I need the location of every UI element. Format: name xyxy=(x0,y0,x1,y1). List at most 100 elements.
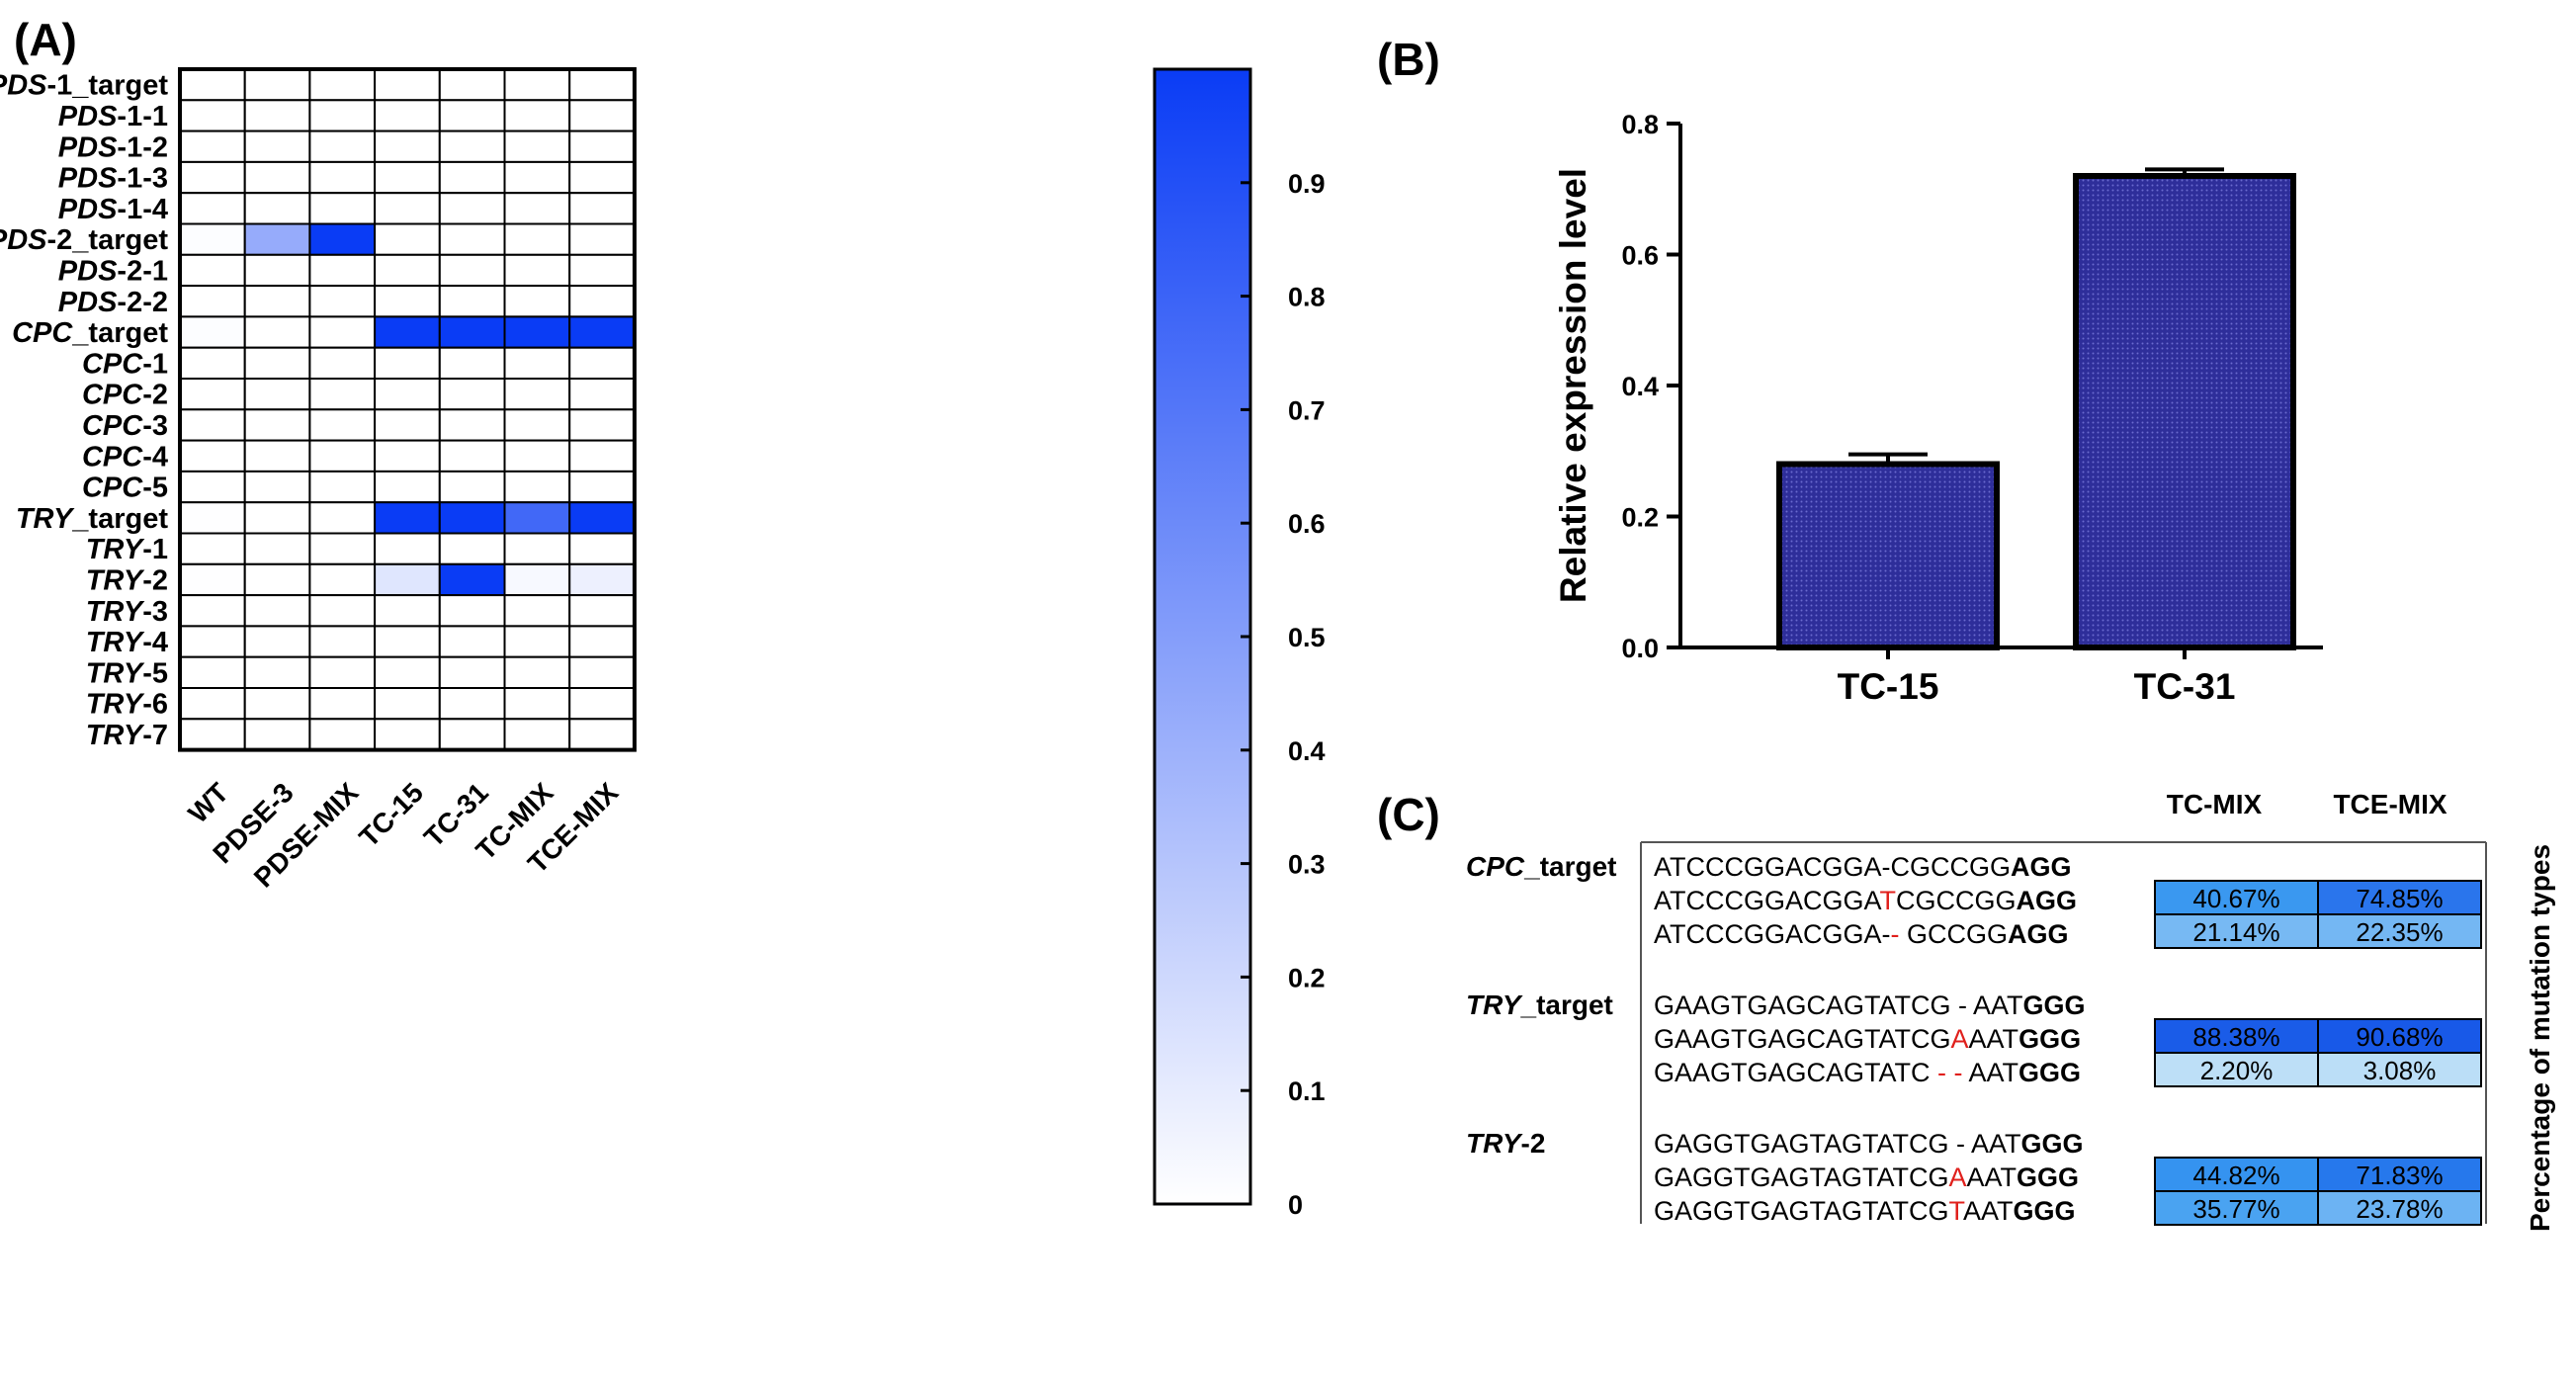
heatmap-cell xyxy=(438,192,506,225)
heatmap-row-label: TRY_target xyxy=(16,503,169,535)
row-suffix: -2-2 xyxy=(117,287,168,318)
gene-name: TRY xyxy=(86,627,145,658)
heatmap-cell xyxy=(308,378,377,411)
heatmap-cell xyxy=(243,346,311,381)
heatmap-cell xyxy=(179,378,246,411)
heatmap-cell xyxy=(374,532,441,565)
gene-name: PDS xyxy=(58,163,118,195)
sequence-line: GAAGTGAGCAGTATCG - AATGGG xyxy=(1654,990,2086,1020)
heatmap-row-label: TRY-3 xyxy=(86,596,168,628)
sequence-prefix: GAGGTGAGTAGTATCG - xyxy=(1654,1129,1965,1159)
sequence-mutation: A xyxy=(1951,1024,1969,1054)
heatmap-cell xyxy=(243,594,311,628)
y-tick-label: 0.6 xyxy=(1621,241,1659,271)
sequence-suffix: AAT xyxy=(1963,1058,2019,1087)
colorbar-tick-label: 0.3 xyxy=(1288,850,1326,880)
gene-name: TRY xyxy=(16,503,75,535)
percentage-value: 90.68% xyxy=(2356,1022,2443,1052)
heatmap-cell xyxy=(243,68,311,102)
gene-name: TRY xyxy=(86,720,145,751)
sequence-prefix: ATCCCGGACGGA- xyxy=(1654,919,1891,949)
heatmap-cell xyxy=(374,160,441,195)
heatmap-cell xyxy=(179,192,246,225)
colorbar-tick-label: 0 xyxy=(1288,1190,1303,1220)
heatmap-cell xyxy=(374,470,441,504)
gene-name: PDS xyxy=(0,70,47,102)
heatmap-row-label: CPC-5 xyxy=(82,473,168,504)
gene-name: CPC xyxy=(82,473,143,504)
heatmap-cell xyxy=(438,68,506,102)
percentage-cell xyxy=(2154,1190,2319,1226)
header-tc-mix: TC-MIX xyxy=(2167,789,2263,819)
sequence-suffix: AAT xyxy=(1963,1196,2014,1226)
heatmap-cell xyxy=(568,192,636,225)
gene-name: CPC xyxy=(82,380,143,411)
heatmap-cell xyxy=(438,625,506,658)
heatmap-cell xyxy=(243,378,311,411)
gene-name: PDS xyxy=(0,224,47,256)
heatmap-cell xyxy=(374,346,441,381)
percentage-cell xyxy=(2317,1052,2482,1087)
heatmap-cell xyxy=(243,99,311,132)
percentage-value: 44.82% xyxy=(2192,1161,2279,1190)
sequence-prefix: GAGGTGAGTAGTATCG xyxy=(1654,1162,1949,1192)
row-suffix: _target xyxy=(71,317,168,349)
row-suffix: _target xyxy=(71,503,168,535)
heatmap-cell xyxy=(374,222,441,256)
heatmap-cell xyxy=(374,655,441,690)
heatmap-cell xyxy=(568,68,636,102)
heatmap-cell xyxy=(374,408,441,442)
percentage-value: 71.83% xyxy=(2356,1161,2443,1190)
heatmap-cell xyxy=(438,501,506,535)
panel-label-c: (C) xyxy=(1377,789,1440,840)
heatmap-cell xyxy=(503,99,571,132)
heatmap-row-label: PDS-1_target xyxy=(0,70,168,102)
heatmap-cell xyxy=(308,160,377,195)
mutation-group-label: TRY-2 xyxy=(1466,1128,1545,1159)
y-tick-label: 0.0 xyxy=(1621,634,1659,663)
heatmap: PDS-1_targetPDS-1-1PDS-1-2PDS-1-3PDS-1-4… xyxy=(0,67,637,894)
heatmap-cell xyxy=(568,625,636,658)
heatmap-cell xyxy=(243,687,311,721)
header-tce-mix: TCE-MIX xyxy=(2333,789,2447,819)
percentage-value: 21.14% xyxy=(2192,917,2279,947)
heatmap-cell xyxy=(438,718,506,751)
heatmap-cell xyxy=(568,501,636,535)
heatmap-cell xyxy=(503,285,571,318)
y-tick-label: 0.2 xyxy=(1621,503,1659,533)
heatmap-row-label: CPC-4 xyxy=(82,441,168,473)
heatmap-cell xyxy=(568,253,636,288)
heatmap-cell xyxy=(438,129,506,163)
sequence-line: GAGGTGAGTAGTATCG - AATGGG xyxy=(1654,1129,2084,1159)
sequence-line: GAAGTGAGCAGTATCGAAATGGG xyxy=(1654,1024,2081,1054)
gene-name: TRY xyxy=(86,596,145,628)
heatmap-cell xyxy=(503,562,571,597)
percentage-value: 3.08% xyxy=(2363,1056,2437,1085)
percentage-cell xyxy=(2317,1190,2482,1226)
sequence-suffix: AAT xyxy=(1965,1129,2021,1159)
gene-name: TRY xyxy=(86,689,145,721)
heatmap-cell xyxy=(308,285,377,318)
sequence-pam: GGG xyxy=(2014,1196,2076,1226)
mutation-table: TC-MIX TCE-MIX Percentage of mutation ty… xyxy=(1466,789,2555,1232)
heatmap-cell xyxy=(374,68,441,102)
heatmap-cell xyxy=(243,655,311,690)
gene-name: TRY xyxy=(1466,1128,1523,1159)
heatmap-cell xyxy=(568,655,636,690)
sequence-line: ATCCCGGACGGA-- GCCGGAGG xyxy=(1654,919,2069,949)
colorbar-tick-label: 0.7 xyxy=(1288,395,1326,425)
heatmap-cell xyxy=(308,99,377,132)
heatmap-cell xyxy=(568,315,636,349)
panel-label-b: (B) xyxy=(1377,34,1440,85)
mutation-group-label: TRY_target xyxy=(1466,990,1613,1020)
gene-name: CPC xyxy=(82,441,143,473)
heatmap-cell xyxy=(568,346,636,381)
heatmap-cell xyxy=(179,439,246,473)
gene-name: CPC xyxy=(1466,851,1525,882)
heatmap-cell xyxy=(503,192,571,225)
sequence-suffix: AAT xyxy=(1967,1162,2018,1192)
sequence-prefix: GAAGTGAGCAGTATCG - xyxy=(1654,990,1967,1020)
heatmap-cell xyxy=(374,285,441,318)
heatmap-cell xyxy=(308,594,377,628)
sequence-prefix: GAAGTGAGCAGTATC xyxy=(1654,1058,1937,1087)
